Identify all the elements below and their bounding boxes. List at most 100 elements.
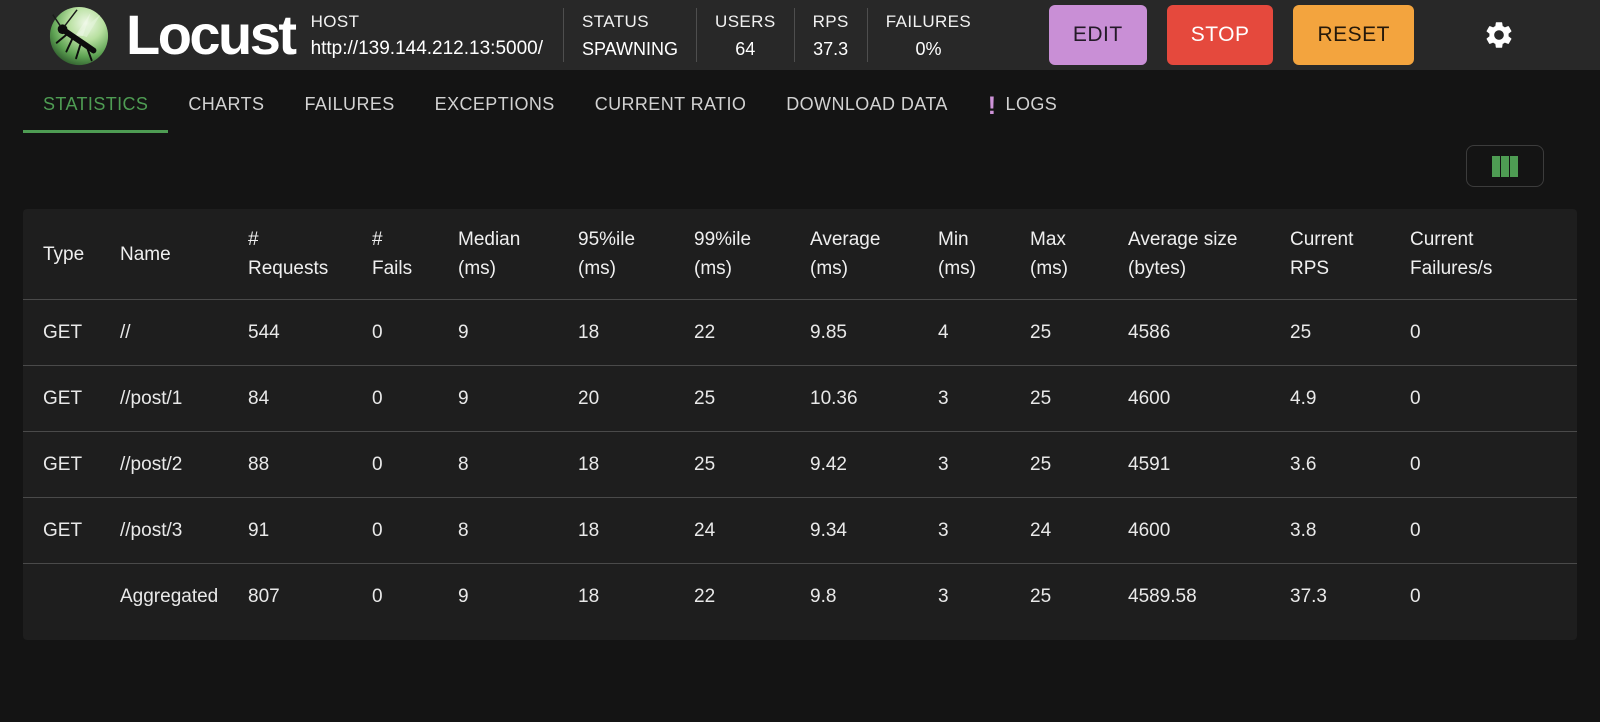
table-cell: 4.9 bbox=[1270, 365, 1390, 432]
table-cell: 3 bbox=[918, 431, 1010, 498]
table-cell: GET bbox=[23, 299, 100, 366]
table-cell: 4 bbox=[918, 299, 1010, 366]
table-cell: 25 bbox=[674, 365, 790, 432]
table-cell: 25 bbox=[1010, 431, 1108, 498]
reset-button[interactable]: RESET bbox=[1293, 5, 1414, 65]
tab-charts[interactable]: CHARTS bbox=[168, 82, 284, 133]
table-cell: 25 bbox=[1270, 299, 1390, 366]
column-header-average-ms-[interactable]: Average (ms) bbox=[790, 209, 918, 300]
table-cell: 9 bbox=[438, 563, 558, 630]
table-cell: 37.3 bbox=[1270, 563, 1390, 630]
column-header-min-ms-[interactable]: Min (ms) bbox=[918, 209, 1010, 300]
column-header-label: # bbox=[248, 229, 259, 250]
tab-download-data[interactable]: DOWNLOAD DATA bbox=[766, 82, 968, 133]
table-cell: //post/1 bbox=[100, 365, 228, 432]
column-header-label: 95%ile bbox=[578, 229, 636, 250]
logs-alert-icon: ! bbox=[987, 91, 997, 120]
column-header-max-ms-[interactable]: Max (ms) bbox=[1010, 209, 1108, 300]
column-header-current-rps[interactable]: Current RPS bbox=[1270, 209, 1390, 300]
column-header--fails[interactable]: # Fails bbox=[352, 209, 438, 300]
users-indicator: USERS 64 bbox=[697, 8, 794, 62]
column-header-sublabel: (ms) bbox=[458, 258, 496, 279]
table-cell: 0 bbox=[1390, 431, 1577, 498]
tab-exceptions[interactable]: EXCEPTIONS bbox=[415, 82, 575, 133]
table-cell: 18 bbox=[558, 563, 674, 630]
tab-label: CURRENT RATIO bbox=[594, 94, 747, 114]
table-cell: 18 bbox=[558, 431, 674, 498]
table-cell: 3 bbox=[918, 563, 1010, 630]
table-cell: 0 bbox=[1390, 365, 1577, 432]
column-header-label: 99%ile bbox=[694, 229, 752, 250]
column-header--requests[interactable]: # Requests bbox=[228, 209, 352, 300]
table-cell: 544 bbox=[228, 299, 352, 366]
rps-label: RPS bbox=[812, 12, 849, 31]
table-cell: 9.8 bbox=[790, 563, 918, 630]
table-cell: 9.34 bbox=[790, 497, 918, 564]
stop-button[interactable]: STOP bbox=[1166, 5, 1274, 65]
column-selector-button[interactable] bbox=[1466, 145, 1544, 187]
column-header-current-failures-s[interactable]: Current Failures/s bbox=[1390, 209, 1577, 300]
table-cell: //post/3 bbox=[100, 497, 228, 564]
tab-statistics[interactable]: STATISTICS bbox=[23, 82, 169, 133]
column-header-label: Type bbox=[43, 243, 85, 265]
table-cell: 25 bbox=[1010, 563, 1108, 630]
divider bbox=[866, 8, 868, 62]
table-cell: 4589.58 bbox=[1108, 563, 1270, 630]
failures-indicator: FAILURES 0% bbox=[868, 8, 989, 62]
settings-button[interactable] bbox=[1482, 18, 1516, 52]
column-header-label: Current bbox=[1410, 229, 1474, 250]
column-header-label: Current bbox=[1290, 229, 1354, 250]
table-cell: 4586 bbox=[1108, 299, 1270, 366]
table-cell: 22 bbox=[674, 563, 790, 630]
column-header-sublabel: (bytes) bbox=[1128, 258, 1187, 279]
status-label: STATUS bbox=[582, 12, 649, 31]
host-value: http://139.144.212.13:5000/ bbox=[310, 38, 543, 59]
divider bbox=[563, 8, 564, 62]
column-header-median-ms-[interactable]: Median (ms) bbox=[438, 209, 558, 300]
status-value: SPAWNING bbox=[582, 39, 679, 59]
table-cell: //post/2 bbox=[100, 431, 228, 498]
divider bbox=[793, 8, 795, 62]
column-header-sublabel: (ms) bbox=[578, 258, 616, 279]
table-toolbar bbox=[0, 133, 1600, 187]
tab-bar: STATISTICS CHARTS FAILURES EXCEPTIONS CU… bbox=[0, 70, 1600, 133]
edit-button[interactable]: EDIT bbox=[1048, 5, 1147, 65]
column-header-label: Min bbox=[938, 229, 969, 250]
table-cell: GET bbox=[23, 365, 100, 432]
table-cell: 24 bbox=[674, 497, 790, 564]
table-cell: 25 bbox=[1010, 365, 1108, 432]
statistics-table: Type Name # Requests # Fails Median (ms) 95%ile (… bbox=[23, 209, 1577, 630]
locust-logo-image bbox=[49, 6, 109, 66]
tab-label: STATISTICS bbox=[43, 94, 149, 114]
locust-logo[interactable] bbox=[48, 5, 110, 67]
tab-label: EXCEPTIONS bbox=[434, 94, 555, 114]
users-value: 64 bbox=[735, 39, 756, 59]
table-cell: 0 bbox=[1390, 563, 1577, 630]
column-header-99-ile-ms-[interactable]: 99%ile (ms) bbox=[674, 209, 790, 300]
tab-logs[interactable]: ! LOGS bbox=[968, 82, 1077, 133]
users-label: USERS bbox=[715, 12, 776, 31]
tab-failures[interactable]: FAILURES bbox=[284, 82, 414, 133]
column-header-sublabel: RPS bbox=[1290, 258, 1330, 279]
table-cell: 25 bbox=[1010, 299, 1108, 366]
column-header-type[interactable]: Type bbox=[23, 209, 100, 300]
table-row: GET//post/2 88 0 8 18 25 9.42 3 25 4591 3.6 0 bbox=[23, 431, 1577, 498]
table-cell: 0 bbox=[352, 365, 438, 432]
column-header-95-ile-ms-[interactable]: 95%ile (ms) bbox=[558, 209, 674, 300]
table-cell: 25 bbox=[674, 431, 790, 498]
column-header-sublabel: (ms) bbox=[694, 258, 732, 279]
column-header-sublabel: (ms) bbox=[938, 258, 976, 279]
stats-table-header-row: Type Name # Requests # Fails Median (ms) 95%ile (… bbox=[23, 209, 1577, 300]
table-cell: 84 bbox=[228, 365, 352, 432]
columns-icon-bar bbox=[1492, 155, 1500, 177]
rps-value: 37.3 bbox=[813, 39, 849, 59]
column-header-average-size-bytes-[interactable]: Average size (bytes) bbox=[1108, 209, 1270, 300]
table-cell bbox=[23, 563, 100, 630]
host-label: HOST bbox=[310, 12, 360, 31]
table-cell: 9 bbox=[438, 299, 558, 366]
tab-current-ratio[interactable]: CURRENT RATIO bbox=[575, 82, 767, 133]
column-header-name[interactable]: Name bbox=[100, 209, 228, 300]
column-header-sublabel: Failures/s bbox=[1410, 258, 1493, 279]
column-header-label: Average size bbox=[1128, 229, 1238, 250]
brand-title: Locust bbox=[126, 3, 297, 66]
